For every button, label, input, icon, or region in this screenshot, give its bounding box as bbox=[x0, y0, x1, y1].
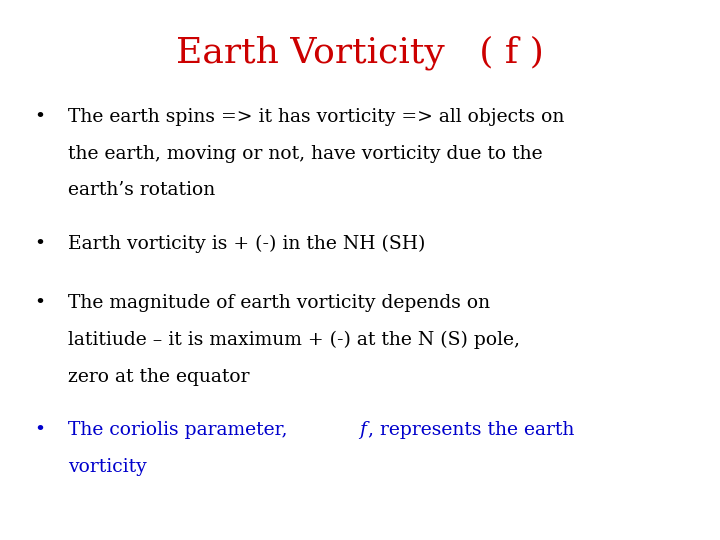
Text: , represents the earth: , represents the earth bbox=[369, 421, 575, 439]
Text: The magnitude of earth vorticity depends on: The magnitude of earth vorticity depends… bbox=[68, 294, 490, 312]
Text: vorticity: vorticity bbox=[68, 458, 147, 476]
Text: zero at the equator: zero at the equator bbox=[68, 368, 250, 386]
Text: •: • bbox=[34, 235, 45, 253]
Text: f: f bbox=[359, 421, 366, 439]
Text: The earth spins => it has vorticity => all objects on: The earth spins => it has vorticity => a… bbox=[68, 108, 564, 126]
Text: Earth Vorticity   ( f ): Earth Vorticity ( f ) bbox=[176, 35, 544, 70]
Text: the earth, moving or not, have vorticity due to the: the earth, moving or not, have vorticity… bbox=[68, 145, 543, 163]
Text: •: • bbox=[34, 108, 45, 126]
Text: earth’s rotation: earth’s rotation bbox=[68, 181, 216, 199]
Text: Earth vorticity is + (-) in the NH (SH): Earth vorticity is + (-) in the NH (SH) bbox=[68, 235, 426, 253]
Text: •: • bbox=[34, 294, 45, 312]
Text: •: • bbox=[34, 421, 45, 439]
Text: The coriolis parameter,: The coriolis parameter, bbox=[68, 421, 294, 439]
Text: latitiude – it is maximum + (-) at the N (S) pole,: latitiude – it is maximum + (-) at the N… bbox=[68, 331, 521, 349]
